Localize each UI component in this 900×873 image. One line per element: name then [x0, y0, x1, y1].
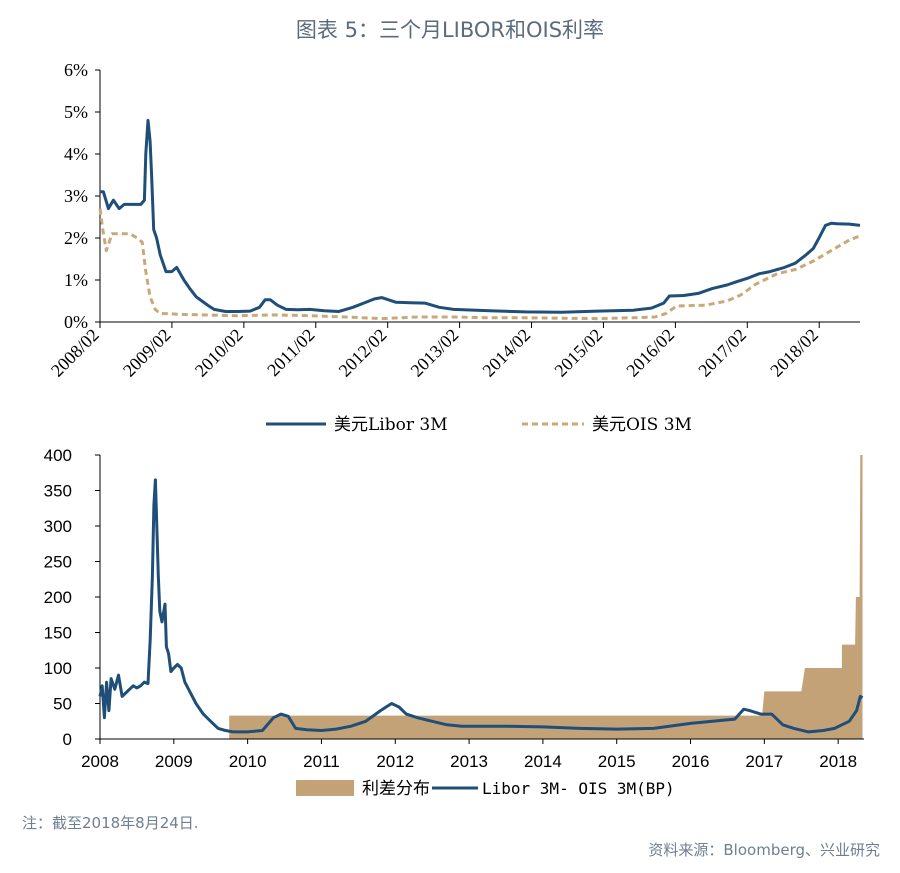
y-tick-label: 0%	[64, 312, 88, 332]
y-tick-label: 1%	[64, 270, 88, 290]
y-tick-label: 300	[44, 517, 72, 536]
y-tick-label: 50	[53, 695, 72, 714]
legend-label-ois: 美元OIS 3M	[592, 415, 692, 435]
x-tick-label: 2009	[155, 752, 193, 771]
libor-ois-rate-chart: 0%1%2%3%4%5%6%2008/02 2009/02 2010/02 2011/…	[47, 60, 861, 435]
spread-series-line	[98, 478, 864, 734]
legend-swatch-spread	[296, 780, 354, 796]
x-tick-label: 2017	[745, 752, 783, 771]
x-tick-label: 2018	[819, 752, 857, 771]
x-tick-label: 2012	[376, 752, 414, 771]
x-tick-label: 2016	[672, 752, 710, 771]
ois-series-line	[98, 208, 861, 321]
y-tick-label: 100	[44, 659, 72, 678]
source-note: 资料来源：Bloomberg、兴业研究	[648, 841, 880, 859]
x-tick-label: 2010	[229, 752, 267, 771]
footnote: 注：截至2018年8月24日.	[22, 814, 199, 832]
y-tick-label: 150	[44, 624, 72, 643]
spread-area	[229, 455, 863, 739]
y-tick-label: 200	[44, 588, 72, 607]
x-tick-label: 2008	[81, 752, 119, 771]
y-tick-label: 3%	[64, 186, 88, 206]
x-tick-label: 2013	[450, 752, 488, 771]
x-tick-label: 2011	[303, 752, 340, 771]
y-tick-label: 6%	[64, 60, 88, 80]
chart-title: 图表 5：三个月LIBOR和OIS利率	[295, 18, 605, 42]
y-tick-label: 4%	[64, 144, 88, 164]
y-tick-label: 400	[44, 446, 72, 465]
legend-label-spread-line: Libor 3M- OIS 3M(BP)	[482, 779, 675, 798]
y-tick-label: 250	[44, 553, 72, 572]
libor-series-line	[100, 118, 861, 314]
x-tick-label: 2015	[598, 752, 636, 771]
y-tick-label: 0	[63, 730, 72, 749]
legend-label-libor: 美元Libor 3M	[334, 415, 448, 435]
y-tick-label: 2%	[64, 228, 88, 248]
y-tick-label: 5%	[64, 102, 88, 122]
legend-label-spread: 利差分布	[362, 779, 430, 799]
x-tick-label: 2014	[524, 752, 562, 771]
y-tick-label: 350	[44, 482, 72, 501]
